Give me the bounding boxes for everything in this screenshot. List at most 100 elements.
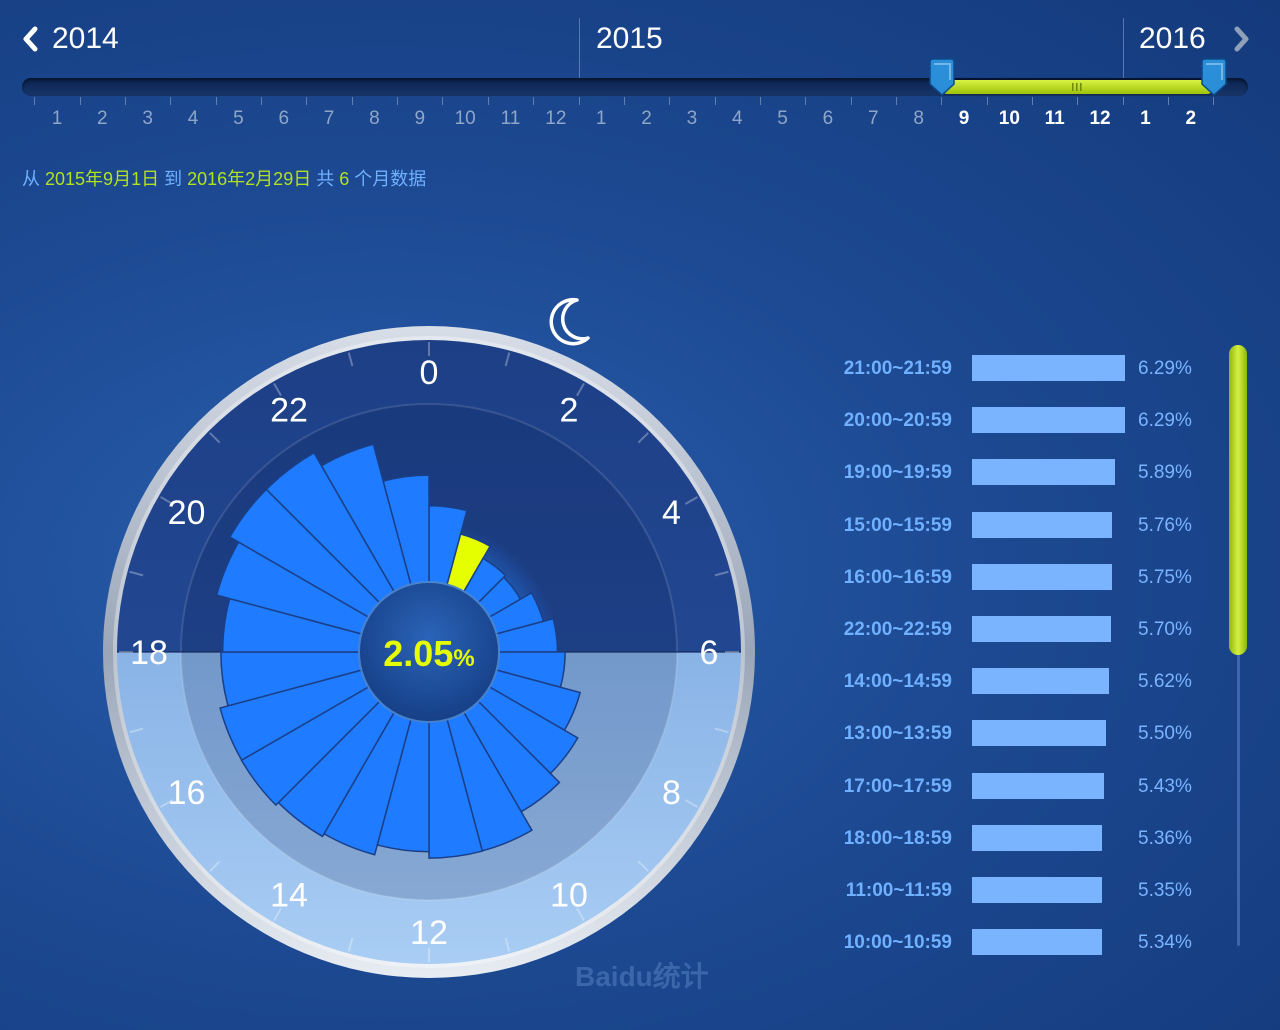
month-label[interactable]: 5 [777, 108, 788, 129]
month-label[interactable]: 8 [369, 108, 380, 129]
ranking-row[interactable]: 11:00~11:59 5.35% [820, 877, 1220, 907]
ranking-value: 5.35% [1138, 880, 1192, 901]
dial-tick [160, 496, 174, 505]
timeline: 2014 2015 2016 1 2 3 4 5 6 7 8 9 10 11 12 1 2 3 4 5 6 7 8 9 1… [0, 0, 1280, 150]
ranking-label: 20:00~20:59 [843, 410, 952, 432]
month-label[interactable]: 2 [97, 108, 108, 129]
month-tick [79, 97, 81, 105]
month-label[interactable]: 12 [1089, 108, 1111, 129]
month-label[interactable]: 9 [958, 108, 970, 129]
ranking-value: 5.50% [1138, 723, 1192, 745]
ranking-row[interactable]: 18:00~18:59 5.36% [820, 824, 1220, 855]
dial-tick [209, 432, 221, 444]
month-label[interactable]: 2 [641, 108, 652, 129]
range-end-handle[interactable] [1200, 58, 1228, 96]
ranking-bar [972, 877, 1103, 903]
ranking-row[interactable]: 21:00~21:59 6.29% [820, 355, 1220, 385]
month-tick [1213, 97, 1215, 105]
ranking-bar [972, 355, 1125, 381]
month-label[interactable]: 10 [998, 108, 1020, 129]
month-tick [805, 97, 807, 105]
ranking-row[interactable]: 13:00~13:59 5.50% [820, 720, 1220, 750]
range-end-date: 2016年2月29日 [187, 169, 312, 189]
chevron-right-icon[interactable] [1230, 24, 1254, 54]
month-tick [714, 97, 716, 105]
month-label[interactable]: 2 [1185, 108, 1197, 129]
ranking-row[interactable]: 17:00~17:59 5.43% [820, 772, 1220, 803]
year-divider [1123, 18, 1124, 78]
month-tick [306, 97, 308, 105]
dial-tick [504, 937, 511, 952]
month-label[interactable]: 6 [278, 108, 290, 129]
month-tick [1122, 97, 1124, 105]
month-label[interactable]: 4 [731, 108, 743, 129]
chevron-left-icon[interactable] [18, 24, 42, 54]
month-label[interactable]: 6 [822, 108, 834, 129]
dial-tick [504, 352, 511, 367]
month-tick [442, 97, 444, 105]
ranking-row[interactable]: 10:00~10:59 5.34% [820, 929, 1220, 959]
hour-label-22: 22 [270, 392, 308, 430]
ranking-value: 6.29% [1138, 410, 1192, 432]
ranking-label: 22:00~22:59 [843, 619, 952, 640]
month-label[interactable]: 1 [51, 108, 63, 129]
ranking-bar [972, 563, 1112, 590]
range-suffix: 个月数据 [354, 169, 427, 189]
range-to: 到 [164, 169, 183, 189]
hour-label-0: 0 [420, 354, 439, 392]
month-label[interactable]: 11 [500, 108, 521, 129]
month-tick [941, 97, 943, 105]
dial-tick [160, 799, 174, 808]
dial-tick [129, 727, 144, 734]
ranking-label: 11:00~11:59 [845, 880, 952, 901]
ranking-bar [972, 459, 1116, 486]
dial-tick [684, 496, 698, 505]
range-prefix: 从 [22, 169, 40, 189]
ranking-value: 6.29% [1138, 358, 1192, 379]
month-label[interactable]: 3 [142, 108, 153, 129]
ranking-row[interactable]: 14:00~14:59 5.62% [820, 668, 1220, 698]
ranking-label: 15:00~15:59 [843, 514, 952, 536]
month-label[interactable]: 1 [1140, 108, 1151, 129]
ranking-bar [972, 824, 1103, 851]
ranking-row[interactable]: 16:00~16:59 5.75% [820, 563, 1220, 594]
month-label[interactable]: 3 [686, 108, 698, 129]
month-label[interactable]: 7 [868, 108, 879, 129]
ranking-value: 5.36% [1138, 827, 1192, 849]
range-total: 共 [316, 169, 335, 189]
ranking-bar [972, 511, 1113, 538]
month-label[interactable]: 8 [913, 108, 924, 129]
month-tick [34, 97, 36, 105]
range-start-handle[interactable] [928, 58, 956, 96]
ranking-bar [972, 668, 1109, 695]
range-grip-icon [1072, 83, 1082, 91]
month-label[interactable]: 1 [595, 108, 607, 129]
ranking-row[interactable]: 15:00~15:59 5.76% [820, 511, 1220, 542]
ranking-label: 17:00~17:59 [843, 775, 952, 797]
range-start-date: 2015年9月1日 [45, 169, 160, 189]
ranking-row[interactable]: 20:00~20:59 6.29% [820, 407, 1220, 437]
month-tick [397, 97, 399, 105]
month-label[interactable]: 9 [414, 108, 426, 129]
ranking-label: 14:00~14:59 [843, 671, 952, 693]
dial-tick [684, 799, 698, 808]
month-label[interactable]: 11 [1044, 108, 1065, 129]
month-label[interactable]: 7 [323, 108, 335, 129]
month-label[interactable]: 10 [454, 108, 476, 129]
year-divider [579, 18, 580, 78]
month-tick [487, 97, 489, 105]
month-label[interactable]: 5 [233, 108, 244, 129]
month-label[interactable]: 12 [545, 108, 567, 129]
month-tick [261, 97, 263, 105]
month-label[interactable]: 4 [187, 108, 199, 129]
ranking-row[interactable]: 19:00~19:59 5.89% [820, 459, 1220, 489]
month-tick [578, 97, 580, 105]
month-tick [1032, 97, 1034, 105]
hourly-polar-chart: 0 2 4 6 8 10 12 14 16 18 20 22 2.05% [103, 297, 755, 978]
ranking-scroll-thumb[interactable] [1229, 345, 1247, 655]
ranking-row[interactable]: 22:00~22:59 5.70% [820, 616, 1220, 646]
polar-bars [215, 443, 582, 859]
dial-tick [273, 383, 282, 397]
hour-label-4: 4 [662, 494, 681, 532]
hour-label-6: 6 [700, 634, 719, 672]
